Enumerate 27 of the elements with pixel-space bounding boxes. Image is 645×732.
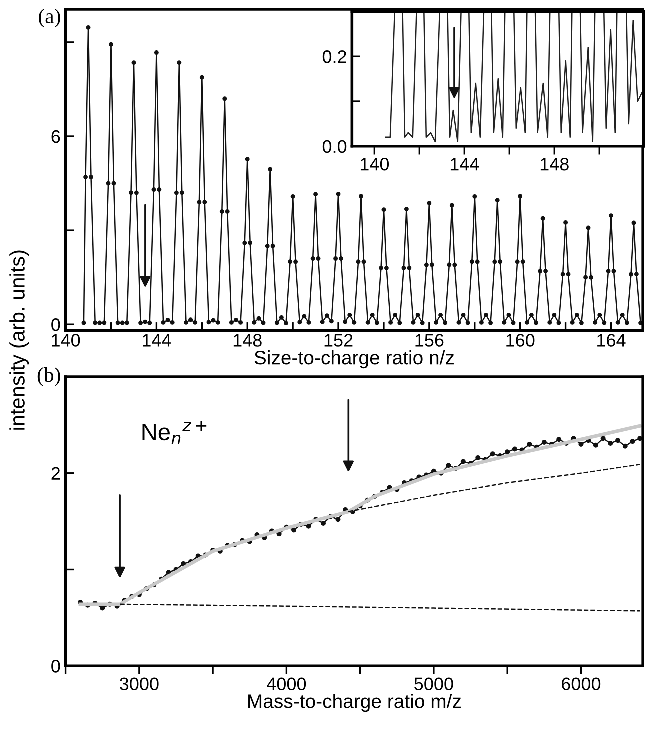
y-tick-label: 0.2 (322, 50, 346, 64)
x-tick-label: 6000 (562, 678, 601, 690)
y-axis-title: intensity (arb. units) (10, 250, 30, 430)
y-tick-label: 6 (52, 130, 60, 144)
x-tick-label: 164 (598, 334, 626, 347)
y-tick-label: 0 (52, 318, 60, 332)
x-tick-label: 156 (416, 334, 444, 347)
text: (a) (39, 8, 60, 28)
x-tick-label: 144 (450, 158, 480, 171)
annotation: Ne$_{n}$$^{z+}$ (142, 420, 207, 444)
x-axis-title: Mass-to-charge ratio m/z (248, 694, 461, 712)
y-tick-label: 0 (52, 660, 60, 673)
x-tick-label: 5000 (414, 678, 454, 690)
y-tick-label: 0.0 (322, 140, 347, 154)
x-axis-title: Size-to-charge ratio n/z (254, 350, 454, 369)
text: (b) (38, 368, 60, 386)
x-tick-label: 152 (324, 334, 353, 347)
x-tick-label: 140 (360, 158, 390, 171)
x-tick-label: 140 (52, 334, 80, 347)
line-series (120, 604, 641, 612)
x-tick-label: 148 (234, 334, 262, 347)
x-tick-label: 4000 (267, 678, 306, 690)
x-tick-label: 148 (540, 158, 569, 171)
x-tick-label: 3000 (120, 678, 159, 690)
y-tick-label: 2 (52, 467, 60, 480)
x-tick-label: 160 (506, 334, 535, 347)
x-tick-label: 144 (143, 334, 172, 347)
